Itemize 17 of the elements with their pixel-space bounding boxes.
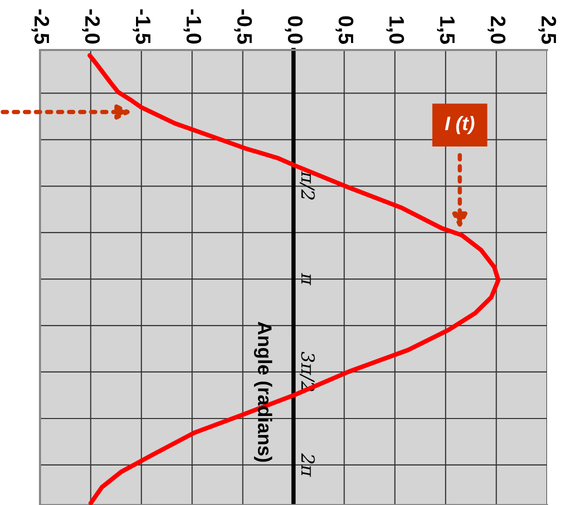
y-axis-title: Angle (radians) <box>254 322 272 462</box>
x-tick-label: 2,5 <box>538 16 556 44</box>
x-tick-label: -1,0 <box>183 9 202 44</box>
y-tick-label: π/2 <box>300 171 315 200</box>
x-tick-label: -2,0 <box>82 9 100 44</box>
y-tick-label: π <box>301 273 311 286</box>
x-tick-label: 2,0 <box>488 16 506 44</box>
x-tick-label: -2,5 <box>31 9 50 44</box>
x-tick-label: 1,5 <box>436 16 455 44</box>
annotation: I (t) <box>445 116 474 134</box>
x-tick-label: 0,0 <box>284 16 303 44</box>
x-tick-label: -1,5 <box>132 9 150 44</box>
line-series <box>87 53 501 505</box>
x-tick-label: 1,0 <box>386 16 404 44</box>
x-tick-label: 0,5 <box>336 16 354 44</box>
y-tick-label: 2π <box>301 453 315 477</box>
x-tick-label: -0,5 <box>234 9 252 44</box>
